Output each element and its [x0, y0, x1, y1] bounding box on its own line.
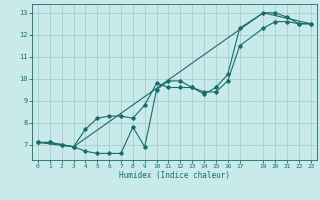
X-axis label: Humidex (Indice chaleur): Humidex (Indice chaleur) — [119, 171, 230, 180]
